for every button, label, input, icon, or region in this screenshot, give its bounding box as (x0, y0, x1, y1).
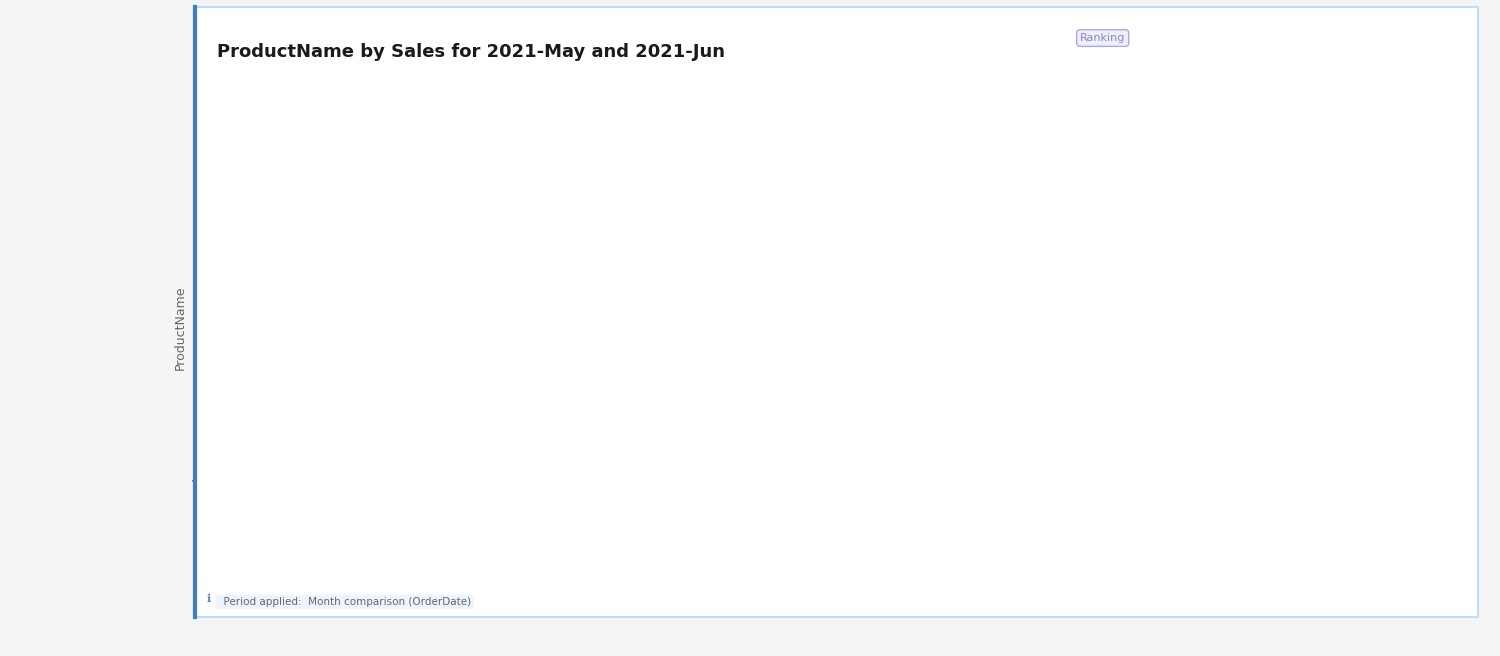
Text: 0: 0 (333, 510, 340, 520)
Text: Ranking: Ranking (1080, 33, 1125, 43)
FancyBboxPatch shape (1198, 392, 1246, 443)
Text: 363.6: 363.6 (1258, 285, 1288, 295)
Text: ProductName by Sales for 2021-May and 2021-Jun: ProductName by Sales for 2021-May and 20… (217, 43, 726, 60)
FancyBboxPatch shape (1198, 136, 1246, 188)
Text: 839.99: 839.99 (387, 198, 426, 208)
Bar (330, 270, 352, 324)
Bar (330, 176, 384, 230)
X-axis label: Sales 2021-Jun, Sales 2021-May: Sales 2021-Jun, Sales 2021-May (642, 588, 843, 601)
Text: 617.4: 617.4 (372, 448, 404, 458)
Text: ℹ: ℹ (207, 594, 212, 604)
Text: 363.6: 363.6 (356, 292, 388, 302)
Bar (330, 113, 334, 168)
FancyBboxPatch shape (1198, 264, 1246, 316)
FancyBboxPatch shape (1334, 264, 1382, 316)
Text: Period applied:  Month comparison (OrderDate): Period applied: Month comparison (OrderD… (217, 597, 471, 607)
Text: 285: 285 (351, 354, 372, 364)
FancyBboxPatch shape (1334, 136, 1382, 188)
Bar (330, 426, 369, 480)
Text: 285: 285 (1394, 285, 1413, 295)
Bar (330, 332, 348, 386)
Text: 839.99: 839.99 (1394, 413, 1429, 423)
Text: 77.97: 77.97 (1258, 413, 1288, 423)
FancyBboxPatch shape (1334, 392, 1382, 443)
Text: 0: 0 (1394, 157, 1400, 167)
Text: 77.97: 77.97 (338, 136, 370, 146)
Y-axis label: ProductName: ProductName (174, 286, 188, 370)
Text: 617.4: 617.4 (1258, 157, 1288, 167)
